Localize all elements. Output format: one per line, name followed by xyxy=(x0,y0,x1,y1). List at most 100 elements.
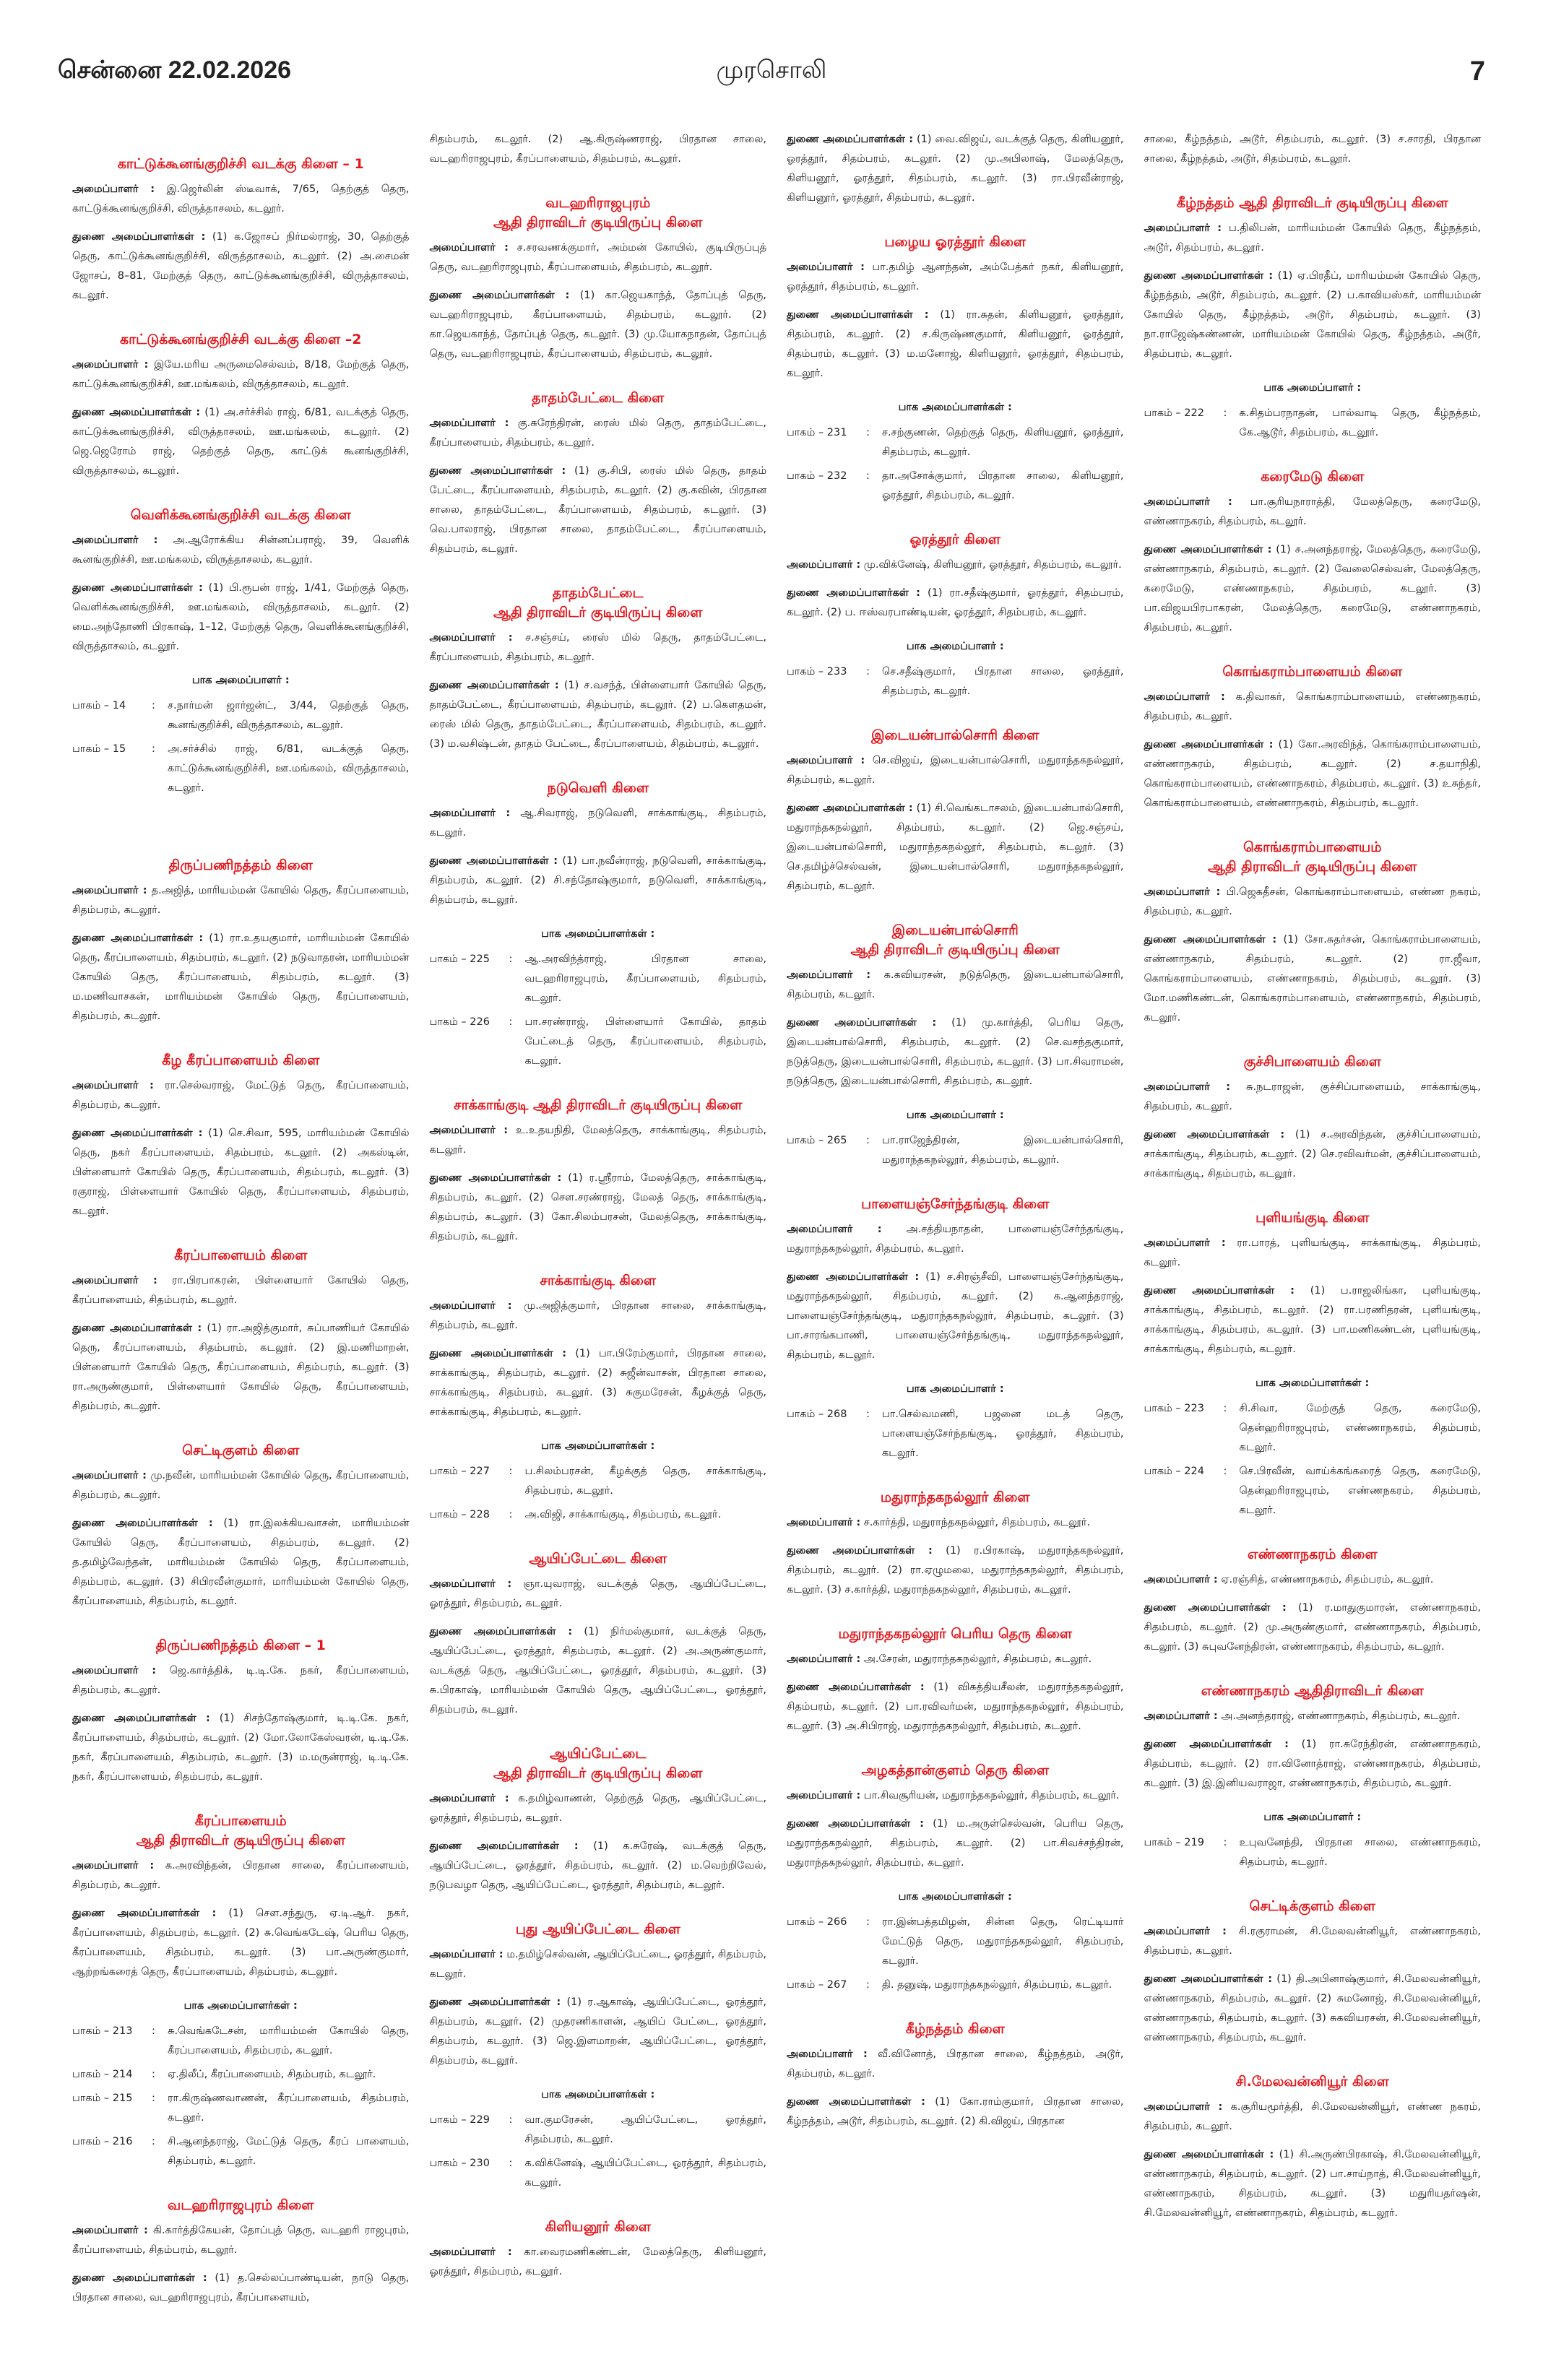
branch-heading: வெளிக்கூனங்குறிச்சி வடக்கு கிளை xyxy=(130,507,351,523)
separator: : xyxy=(866,1135,870,1146)
member-entry: துணை அமைப்பாளர்கள் : (1) ச.சிரஞ்சீவி, பா… xyxy=(787,1268,1124,1365)
member-entry: துணை அமைப்பாளர்கள் : (1) மு.கார்த்தி, பெ… xyxy=(787,1013,1124,1091)
member-entry: அமைப்பாளர் : கு.சுரேந்திரன், ரைஸ் மில் த… xyxy=(430,414,767,453)
branch-heading: காட்டுக்கூனங்குறிச்சி வடக்கு கிளை – 1 xyxy=(117,156,364,172)
member-details: மு.விக்னேஷ், கிளியனூர், ஓரத்தூர், சிதம்ப… xyxy=(863,559,1122,571)
member-entry: அமைப்பாளர் : சு.நடராஜன், குச்சிப்பாளையம்… xyxy=(1144,1078,1482,1117)
member-entry: துணை அமைப்பாளர்கள் : (1) ச.அனந்தராஜ், மே… xyxy=(1144,540,1482,638)
branch-heading: சாக்காங்குடி கிளை xyxy=(540,1273,657,1289)
member-details: (1) விசுத்தியசீலன், மதுராந்தகநல்லூர், சி… xyxy=(787,1682,1124,1732)
role-label: அமைப்பாளர் : xyxy=(1144,1237,1226,1249)
member-details: (1) கு.சிபி, ரைஸ் மில் தெரு, தாதம் பேட்ட… xyxy=(429,465,767,555)
separator: : xyxy=(509,953,513,965)
booth-entry: பாகம் – 268: பா.செல்வமணி, பஜனை மடத் தெரு,… xyxy=(787,1405,1124,1463)
member-details: பா.சூரியநாராத்தி, மேலத்தெரு, கரைமேடு, எண… xyxy=(1144,496,1482,527)
member-entry: துணை அமைப்பாளர்கள் : (1) சிசந்தோஷ்குமார்… xyxy=(72,1709,410,1787)
member-entry: அமைப்பாளர் : பா.சிவசூரியன், மதுராந்தகநல்… xyxy=(787,1786,1124,1806)
booth-number: பாகம் – 266 xyxy=(787,1916,847,1928)
role-label: அமைப்பாளர் : xyxy=(1144,1710,1218,1722)
role-label: துணை அமைப்பாளர்கள் : xyxy=(72,2272,207,2284)
member-details: (1) ரா.சதீஷ்குமார், ஓரத்தூர், சிதம்பரம்,… xyxy=(787,587,1124,618)
role-label: துணை அமைப்பாளர்கள் : xyxy=(1144,544,1272,555)
separator: : xyxy=(152,700,155,711)
booth-entry: பாகம் – 222: க.சிதம்பரநாதன், பால்வாடி தெர… xyxy=(1144,404,1482,443)
member-entry: அமைப்பாளர் : ரா.பிரபாகரன், பிள்ளையார் கோ… xyxy=(72,1271,410,1310)
member-entry: துணை அமைப்பாளர்கள் : (1) பா.நவீன்ராஜ், ந… xyxy=(430,852,767,910)
branch-heading: கொங்கராம்பாளையம் கிளை xyxy=(1222,664,1403,680)
member-details: (1) ம.அருள்செல்வன், பெரிய தெரு, மதுராந்த… xyxy=(787,1818,1124,1869)
member-details: ச.சஞ்சய், ரைஸ் மில் தெரு, தாதம்பேட்டை, க… xyxy=(429,632,767,663)
member-details: ம.தமிழ்செல்வன், ஆயிப்பேட்டை, ஓரத்தூர், ச… xyxy=(429,1949,767,1980)
branch-heading: வடஹரிராஜபுரம் ஆதி திராவிடர் குடியிருப்பு… xyxy=(493,195,703,230)
role-label: அமைப்பாளர் : xyxy=(1144,1081,1231,1093)
branch-heading: புது ஆயிப்பேட்டை கிளை xyxy=(515,1921,680,1937)
separator: : xyxy=(866,1916,870,1928)
member-entry: அமைப்பாளர் : ஏ.ரஞ்சித், எண்ணாநகரம், சிதம… xyxy=(1144,1570,1482,1590)
member-entry: அமைப்பாளர் : க.சூரியமூர்த்தி, சி.மேலவன்ன… xyxy=(1144,2098,1482,2137)
section-subheading: பாக அமைப்பாளர்கள் : xyxy=(183,2000,298,2012)
role-label: அமைப்பாளர் : xyxy=(1144,1574,1218,1585)
booth-details: அ.சர்ச்சில் ராஜ், 6/81, வடக்குத் தெரு, க… xyxy=(168,743,410,794)
branch-heading: வடஹரிராஜபுரம் கிளை xyxy=(168,2197,314,2213)
member-entry: அமைப்பாளர் : இயே.மரிய அருமைசெல்வம், 8/18… xyxy=(72,355,410,394)
member-entry: அமைப்பாளர் : பா.சூரியநாராத்தி, மேலத்தெரு… xyxy=(1144,493,1482,532)
role-label: துணை அமைப்பாளர்கள் : xyxy=(787,2096,925,2108)
member-entry: துணை அமைப்பாளர்கள் : (1) ரா.சுரேந்திரன்,… xyxy=(1144,1735,1482,1793)
branch-heading: திருப்பணிநத்தம் கிளை – 1 xyxy=(155,1637,326,1653)
booth-entry: பாகம் – 15: அ.சர்ச்சில் ராஜ், 6/81, வடக்க… xyxy=(72,740,410,798)
branch-heading: தாதம்பேட்டை ஆதி திராவிடர் குடியிருப்பு க… xyxy=(493,585,703,620)
role-label: அமைப்பாளர் : xyxy=(429,632,513,644)
masthead: சென்னை 22.02.2026 முரசொலி 7 xyxy=(58,56,1485,100)
role-label: அமைப்பாளர் : xyxy=(787,1653,861,1665)
role-label: துணை அமைப்பாளர்கள் : xyxy=(72,1908,217,1919)
booth-entry: பாகம் – 223: சி.சிவா, மேற்குத் தெரு, கரைம… xyxy=(1144,1399,1482,1458)
newspaper-title: முரசொலி xyxy=(716,56,827,84)
booth-entry: பாகம் – 225: ஆ.அரவிந்த்ராஜ், பிரதான சாலை,… xyxy=(430,950,767,1008)
branch-heading: சி.மேலவன்னியூர் கிளை xyxy=(1235,2074,1389,2090)
booth-details: ப.சிலம்பரசன், கீழக்குத் தெரு, சாக்காங்கு… xyxy=(524,1466,767,1497)
member-entry: துணை அமைப்பாளர்கள் : (1) சி.வெங்கடாசலம்,… xyxy=(787,799,1124,896)
member-entry: அமைப்பாளர் : ச.சஞ்சய், ரைஸ் மில் தெரு, த… xyxy=(430,628,767,667)
booth-details: ச.நார்மன் ஜார்ஜன்ட், 3/44, தெற்குத் தெரு… xyxy=(168,700,410,731)
member-entry: துணை அமைப்பாளர்கள் : (1) செள.சந்துரு, ஏ.… xyxy=(72,1904,410,1982)
booth-details: ஏ.திலீப், கீரப்பாளையம், சிதம்பரம், கடலூர… xyxy=(168,2069,376,2080)
role-label: அமைப்பாளர் : xyxy=(429,1793,509,1804)
member-details: மு.நவீன், மாரியம்மன் கோயில் தெரு, கீரப்ப… xyxy=(72,1470,410,1501)
role-label: அமைப்பாளர் : xyxy=(787,969,871,981)
booth-details: வா.குமரேசன், ஆயிப்பேட்டை, ஓரத்தூர், சிதம… xyxy=(524,2114,767,2145)
role-label: அமைப்பாளர் : xyxy=(1144,222,1222,234)
booth-number: பாகம் – 214 xyxy=(72,2069,133,2080)
branch-heading: அழகத்தான்குளம் தெரு கிளை xyxy=(861,1762,1050,1778)
branch-heading: கீரப்பாளையம் ஆதி திராவிடர் குடியிருப்பு … xyxy=(136,1813,345,1848)
member-details: (1) ரா.சுதன், கிளியனூர், ஓரத்தூர், சிதம்… xyxy=(787,309,1124,379)
booth-details: பா.சரண்ராஜ், பிள்ளையார் கோயில், தாதம் பே… xyxy=(524,1016,767,1067)
member-entry: துணை அமைப்பாளர்கள் : (1) ர.ஸ்ரீராம், மேல… xyxy=(430,1169,767,1247)
member-details: ப.திலிபன், மாரியம்மன் கோயில் தெரு, கீழ்ந… xyxy=(1144,222,1482,254)
branch-heading: கிளியனூர் கிளை xyxy=(545,2219,651,2235)
continued-text: சாலை, கீழ்நத்தம், அடூர், சிதம்பரம், கடலூ… xyxy=(1144,134,1482,165)
booth-details: பா.செல்வமணி, பஜனை மடத் தெரு, பாளையஞ்சேர்… xyxy=(882,1408,1124,1459)
role-label: துணை அமைப்பாளர்கள் : xyxy=(429,855,558,867)
role-label: துணை அமைப்பாளர்கள் : xyxy=(787,1682,925,1693)
role-label: அமைப்பாளர் : xyxy=(787,1224,882,1235)
member-details: (1) சோ.சுதர்சன், கொங்கராம்பாளையம், எண்ணா… xyxy=(1144,934,1482,1024)
member-details: செ.விஜய், இடையன்பால்சொரி, மதுராந்தகநல்லூ… xyxy=(787,755,1124,786)
role-label: அமைப்பாளர் : xyxy=(72,1080,154,1091)
role-label: அமைப்பாளர் : xyxy=(787,1517,861,1528)
member-details: (1) நிர்மல்குமார், வடக்குத் தெரு, ஆயிப்ப… xyxy=(429,1626,767,1715)
section-subheading: பாக அமைப்பாளர் : xyxy=(906,1383,1004,1395)
booth-number: பாகம் – 224 xyxy=(1144,1466,1204,1477)
role-label: அமைப்பாளர் : xyxy=(1144,1926,1227,1937)
member-entry: துணை அமைப்பாளர்கள் : (1) ரா.சுதன், கிளிய… xyxy=(787,306,1124,384)
separator: : xyxy=(509,2114,513,2126)
member-details: இயே.மரிய அருமைசெல்வம், 8/18, மேற்குத் தெ… xyxy=(72,359,410,390)
member-entry: அமைப்பாளர் : ரா.பாரத், புளியங்குடி, சாக்… xyxy=(1144,1234,1482,1273)
member-details: அ.ஆரோக்கிய சின்னப்பராஜ், 39, வெளிக் கூனங… xyxy=(72,535,410,566)
member-entry: அமைப்பாளர் : ப.திலிபன், மாரியம்மன் கோயில… xyxy=(1144,219,1482,258)
member-details: (1) ரா.அஜித்குமார், சுப்பாணியர் கோயில் த… xyxy=(72,1323,410,1412)
member-details: ரா.பாரத், புளியங்குடி, சாக்காங்குடி, சித… xyxy=(1144,1237,1482,1268)
role-label: அமைப்பாளர் : xyxy=(429,242,509,254)
member-details: (1) தி.அபினாஷ்குமார், சி.மேலவன்னியூர், எ… xyxy=(1144,1973,1482,2043)
booth-details: செ.சதீஷ்குமார், பிரதான சாலை, ஓரத்தூர், ச… xyxy=(882,666,1124,697)
role-label: அமைப்பாளர் : xyxy=(787,2048,868,2060)
